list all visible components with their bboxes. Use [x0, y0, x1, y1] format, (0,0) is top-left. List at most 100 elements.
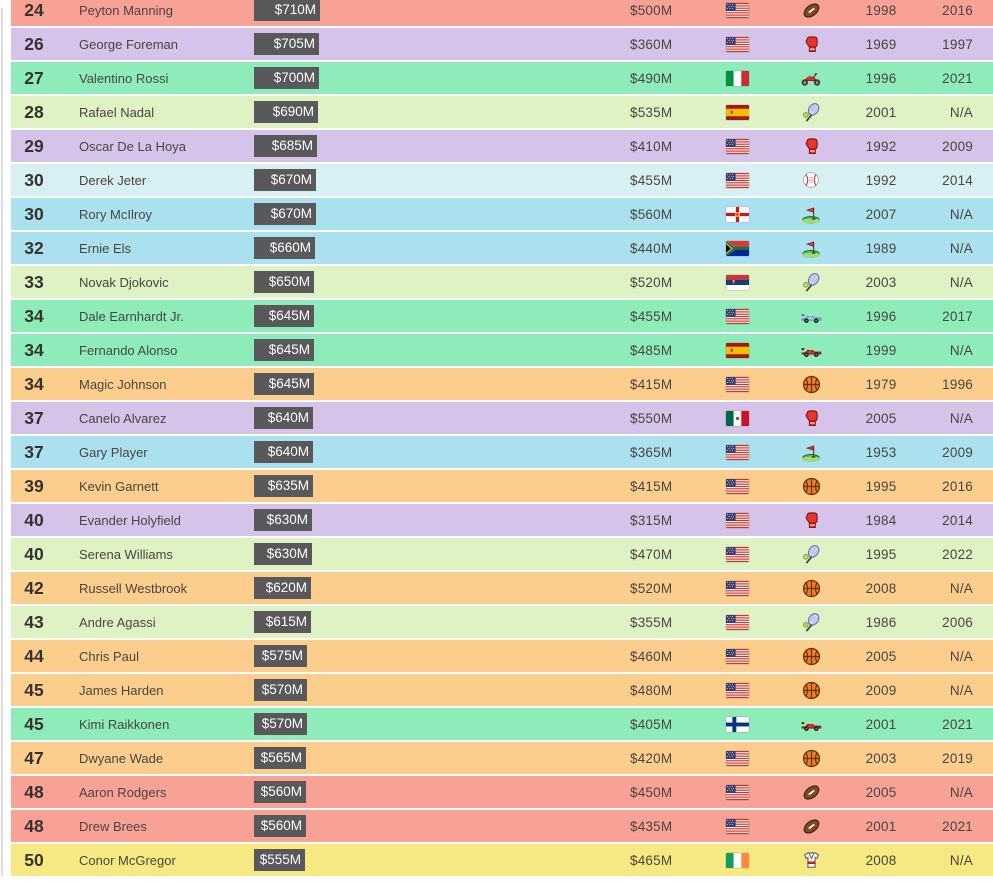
athlete-name: Fernando Alonso: [79, 342, 178, 358]
earnings-value: $500M: [630, 2, 673, 18]
rank-value: 47: [24, 747, 44, 768]
start-year: 1969: [865, 36, 897, 52]
table-row: 50 Conor McGregor $555M $465M 2008 N/A: [11, 844, 993, 876]
rank-value: 29: [24, 135, 44, 156]
flag-us-icon: [725, 648, 749, 664]
career-earnings-cell: $690M: [243, 101, 630, 123]
table-row: 45 James Harden $570M $480M 2009 N/A: [11, 674, 993, 706]
end-year: 1997: [942, 36, 973, 52]
table-row: 30 Derek Jeter $670M $455M 1992 2014: [11, 164, 993, 196]
career-earnings-badge: $685M: [254, 135, 317, 157]
tennis-racquet-icon: [801, 544, 822, 565]
table-row: 34 Magic Johnson $645M $415M 1979 1996: [11, 368, 993, 400]
sport-cell: [763, 102, 859, 123]
start-year: 2005: [865, 648, 897, 664]
sport-cell: [763, 612, 859, 633]
career-earnings-cell: $660M: [243, 237, 630, 259]
rank-value: 34: [24, 339, 44, 360]
country-flag-cell: [711, 580, 763, 596]
earnings-value: $535M: [630, 104, 673, 120]
career-earnings-badge: $630M: [254, 543, 312, 565]
table-row: 48 Aaron Rodgers $560M $450M 2005 N/A: [11, 776, 993, 808]
start-year: 1996: [865, 70, 897, 86]
rank-value: 40: [24, 543, 44, 564]
rank-value: 44: [24, 645, 44, 666]
career-earnings-cell: $640M: [243, 407, 630, 429]
career-earnings-cell: $640M: [243, 441, 630, 463]
sport-cell: [763, 306, 859, 327]
career-earnings-badge: $635M: [254, 475, 313, 497]
sport-cell: [763, 748, 859, 769]
end-year: 2016: [942, 2, 973, 18]
tennis-racquet-icon: [801, 102, 822, 123]
golf-green-icon: [800, 204, 822, 225]
sport-cell: [763, 510, 859, 531]
country-flag-cell: [711, 478, 763, 494]
basketball-icon: [801, 680, 822, 701]
table-row: 26 George Foreman $705M $360M 1969 1997: [11, 28, 993, 60]
earnings-value: $365M: [630, 444, 673, 460]
flag-us-icon: [725, 546, 749, 562]
start-year: 1979: [865, 376, 897, 392]
start-year: 2009: [865, 682, 897, 698]
basketball-icon: [801, 748, 822, 769]
country-flag-cell: [711, 36, 763, 52]
earnings-value: $550M: [630, 410, 673, 426]
table-row: 42 Russell Westbrook $620M $520M 2008 N/A: [11, 572, 993, 604]
country-flag-cell: [711, 138, 763, 154]
career-earnings-cell: $560M: [243, 815, 630, 837]
sport-cell: [763, 34, 859, 55]
start-year: 1986: [865, 614, 897, 630]
career-earnings-badge: $700M: [254, 67, 319, 89]
career-earnings-badge: $670M: [254, 169, 316, 191]
end-year: N/A: [949, 648, 973, 664]
flag-us-icon: [725, 172, 749, 188]
career-earnings-cell: $630M: [243, 543, 630, 565]
career-earnings-badge: $645M: [254, 373, 314, 395]
martial-arts-gi-icon: [801, 850, 822, 871]
start-year: 2001: [865, 716, 897, 732]
earnings-value: $440M: [630, 240, 673, 256]
athlete-name: Chris Paul: [79, 648, 139, 664]
start-year: 2008: [865, 852, 897, 868]
start-year: 1992: [865, 138, 897, 154]
flag-us-icon: [725, 36, 749, 52]
table-row: 27 Valentino Rossi $700M $490M 1996 2021: [11, 62, 993, 94]
start-year: 2003: [865, 274, 897, 290]
racecar-red-icon: [800, 714, 823, 735]
end-year: 2006: [942, 614, 973, 630]
earnings-value: $410M: [630, 138, 673, 154]
athlete-name: Magic Johnson: [79, 376, 167, 392]
end-year: 2017: [942, 308, 973, 324]
flag-us-icon: [725, 750, 749, 766]
flag-rs-icon: [725, 274, 749, 290]
sport-cell: [763, 272, 859, 293]
earnings-value: $455M: [630, 172, 673, 188]
earnings-value: $490M: [630, 70, 673, 86]
career-earnings-cell: $620M: [243, 577, 630, 599]
flag-ie-icon: [725, 852, 749, 868]
career-earnings-cell: $615M: [243, 611, 630, 633]
start-year: 2001: [865, 818, 897, 834]
rank-value: 34: [24, 305, 44, 326]
athlete-name: Valentino Rossi: [79, 70, 169, 86]
flag-us-icon: [725, 376, 749, 392]
start-year: 2001: [865, 104, 897, 120]
country-flag-cell: [711, 784, 763, 800]
earnings-value: $480M: [630, 682, 673, 698]
rank-value: 33: [24, 271, 44, 292]
end-year: 2009: [942, 138, 973, 154]
table-row: 37 Canelo Alvarez $640M $550M 2005 N/A: [11, 402, 993, 434]
earnings-value: $485M: [630, 342, 673, 358]
career-earnings-badge: $570M: [254, 679, 307, 701]
football-icon: [801, 0, 822, 21]
career-earnings-badge: $620M: [254, 577, 311, 599]
end-year: 2019: [942, 750, 973, 766]
flag-us-icon: [725, 784, 749, 800]
career-earnings-cell: $705M: [243, 33, 630, 55]
end-year: 2016: [942, 478, 973, 494]
earnings-value: $520M: [630, 580, 673, 596]
table-row: 30 Rory McIlroy $670M $560M 2007 N/A: [11, 198, 993, 230]
rank-value: 32: [24, 237, 44, 258]
